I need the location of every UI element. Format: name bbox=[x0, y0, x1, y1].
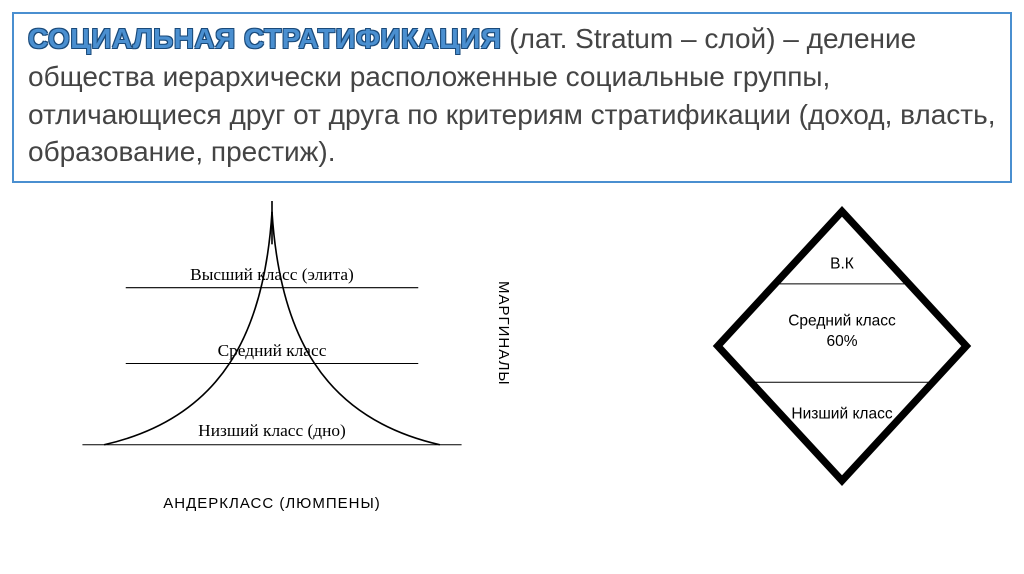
diagrams-row: Высший класс (элита) Средний класс Низши… bbox=[12, 201, 1012, 512]
marginals-label: МАРГИНАЛЫ bbox=[495, 281, 512, 386]
pyramid-svg: Высший класс (элита) Средний класс Низши… bbox=[72, 201, 472, 461]
pyramid-label-bot: Низший класс (дно) bbox=[198, 421, 346, 440]
underclass-label: АНДЕРКЛАСС (ЛЮМПЕНЫ) bbox=[72, 495, 472, 512]
diamond-label-mid2: 60% bbox=[826, 333, 857, 350]
definition-title: СОЦИАЛЬНАЯ СТРАТИФИКАЦИЯ bbox=[28, 23, 502, 54]
pyramid-diagram: Высший класс (элита) Средний класс Низши… bbox=[72, 201, 472, 491]
pyramid-block: Высший класс (элита) Средний класс Низши… bbox=[72, 201, 472, 512]
diamond-label-mid1: Средний класс bbox=[788, 312, 896, 329]
definition-box: СОЦИАЛЬНАЯ СТРАТИФИКАЦИЯ (лат. Stratum –… bbox=[12, 12, 1012, 183]
pyramid-label-mid: Средний класс bbox=[218, 341, 327, 360]
diamond-label-bot: Низший класс bbox=[791, 406, 892, 423]
diamond-diagram: В.К Средний класс 60% Низший класс bbox=[702, 201, 982, 491]
pyramid-label-top: Высший класс (элита) bbox=[190, 265, 354, 284]
diamond-svg: В.К Средний класс 60% Низший класс bbox=[702, 201, 982, 491]
diamond-label-top: В.К bbox=[830, 256, 854, 273]
